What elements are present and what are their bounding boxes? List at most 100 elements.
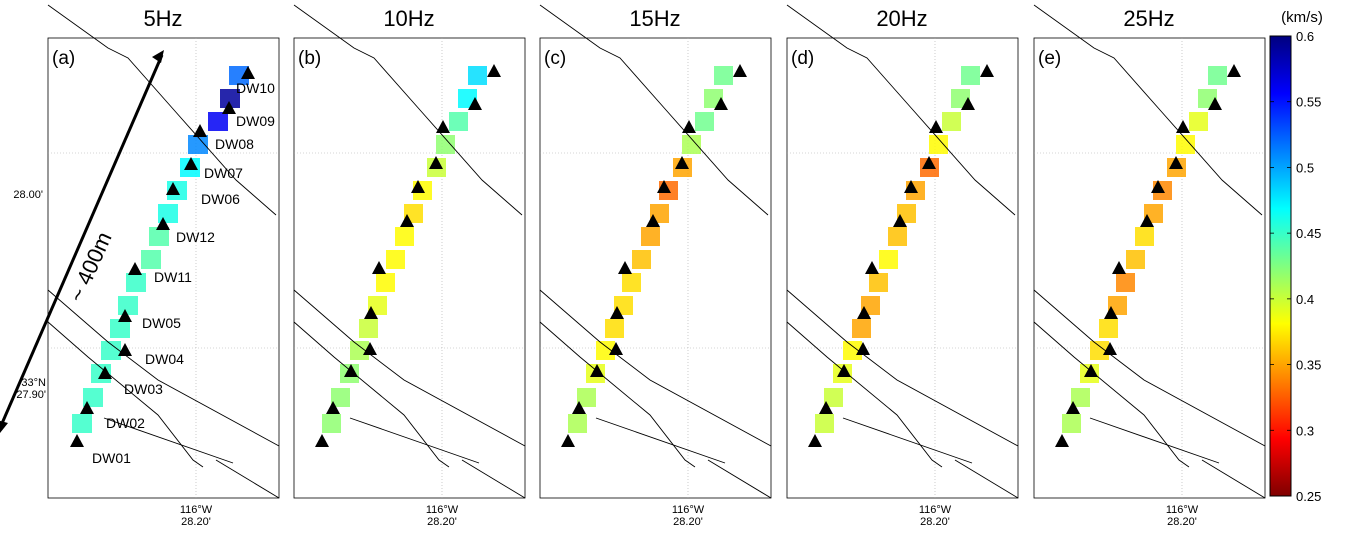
velocity-cell xyxy=(110,319,130,338)
velocity-cell xyxy=(568,414,587,433)
panel-title: 10Hz xyxy=(383,6,434,31)
fault-line xyxy=(954,459,1019,499)
station-marker xyxy=(128,262,142,275)
station-marker xyxy=(326,401,340,414)
velocity-cell xyxy=(376,273,395,292)
x-tick-label: 28.20' xyxy=(673,516,703,528)
station-marker xyxy=(400,214,414,227)
colorbar-tick-label: 0.5 xyxy=(1296,160,1314,175)
station-marker xyxy=(929,120,943,133)
station-marker xyxy=(714,97,728,110)
velocity-cell xyxy=(1116,273,1135,292)
station-label-dw01: DW01 xyxy=(92,450,131,466)
scale-arrow-head xyxy=(0,420,8,433)
y-tick-label: 27.90' xyxy=(16,389,46,401)
fault-line xyxy=(786,289,1019,447)
velocity-cell xyxy=(449,112,468,131)
station-marker xyxy=(1151,180,1165,193)
station-marker xyxy=(819,401,833,414)
panel-title: 25Hz xyxy=(1123,6,1174,31)
fault-line xyxy=(786,321,943,468)
scale-arrow xyxy=(0,54,164,429)
velocity-cell xyxy=(322,414,341,433)
velocity-cell xyxy=(1062,414,1081,433)
station-marker xyxy=(865,261,879,274)
velocity-cell xyxy=(1099,319,1118,338)
station-marker xyxy=(241,66,255,79)
colorbar-tick-label: 0.3 xyxy=(1296,423,1314,438)
velocity-cell xyxy=(622,273,641,292)
velocity-cell xyxy=(577,388,596,407)
station-marker xyxy=(364,306,378,319)
x-tick-label: 28.20' xyxy=(427,516,457,528)
x-tick-label: 116°W xyxy=(180,504,213,516)
fault-line xyxy=(1033,289,1266,447)
station-marker xyxy=(572,401,586,414)
x-tick-label: 116°W xyxy=(919,504,952,516)
panel-label: (e) xyxy=(1038,48,1061,69)
velocity-cell xyxy=(1071,388,1090,407)
station-marker xyxy=(646,214,660,227)
velocity-cell xyxy=(229,66,249,85)
station-marker xyxy=(156,217,170,230)
scale-arrow-head xyxy=(152,50,164,63)
fault-line xyxy=(215,459,280,499)
colorbar-unit: (km/s) xyxy=(1281,9,1323,26)
fault-line xyxy=(349,417,480,464)
station-marker xyxy=(1104,306,1118,319)
station-marker xyxy=(222,101,236,114)
station-marker xyxy=(487,64,501,77)
x-tick-label: 116°W xyxy=(1166,504,1199,516)
velocity-cell xyxy=(695,112,714,131)
fault-line xyxy=(595,417,726,464)
station-marker xyxy=(837,364,851,377)
colorbar-tick-label: 0.25 xyxy=(1296,489,1321,504)
velocity-cell xyxy=(879,250,898,269)
panel-label: (d) xyxy=(791,48,814,69)
map-panel-10hz: 116°W28.20' 10Hz (b) xyxy=(293,4,526,528)
station-marker xyxy=(904,180,918,193)
map-panel-25hz: 116°W28.20' 25Hz (e) xyxy=(1033,4,1266,528)
x-tick-label: 116°W xyxy=(672,504,705,516)
panel-title: 15Hz xyxy=(629,6,680,31)
velocity-cell xyxy=(101,341,121,360)
velocity-cell xyxy=(1135,227,1154,246)
station-marker xyxy=(372,261,386,274)
velocity-cell xyxy=(929,135,948,154)
station-marker xyxy=(80,401,94,414)
velocity-cell xyxy=(888,227,907,246)
station-marker xyxy=(808,434,822,447)
station-marker xyxy=(411,180,425,193)
velocity-cell xyxy=(852,319,871,338)
velocity-cell xyxy=(220,89,240,108)
fault-line xyxy=(786,4,1016,216)
colorbar-tick-label: 0.4 xyxy=(1296,292,1314,307)
velocity-cell xyxy=(83,388,103,407)
station-marker xyxy=(618,261,632,274)
velocity-cell xyxy=(386,250,405,269)
colorbar-tick-label: 0.55 xyxy=(1296,95,1321,110)
velocity-cell xyxy=(1208,66,1227,85)
velocity-cell xyxy=(331,388,350,407)
velocity-cell xyxy=(824,388,843,407)
station-marker xyxy=(856,342,870,355)
x-tick-label: 28.20' xyxy=(1167,516,1197,528)
velocity-cell xyxy=(1189,112,1208,131)
station-label-dw05: DW05 xyxy=(142,315,181,331)
station-marker xyxy=(118,343,132,356)
velocity-cell xyxy=(468,66,487,85)
velocity-cell xyxy=(1090,341,1109,360)
station-marker xyxy=(590,364,604,377)
velocity-cell xyxy=(149,227,169,246)
station-marker xyxy=(98,366,112,379)
station-marker xyxy=(657,180,671,193)
station-label-dw12: DW12 xyxy=(176,229,215,245)
colorbar-tick-label: 0.35 xyxy=(1296,358,1321,373)
velocity-cell xyxy=(118,296,138,315)
station-marker xyxy=(1055,434,1069,447)
fault-line xyxy=(1033,321,1190,468)
station-marker xyxy=(980,64,994,77)
fault-line xyxy=(842,417,973,464)
station-marker xyxy=(363,342,377,355)
